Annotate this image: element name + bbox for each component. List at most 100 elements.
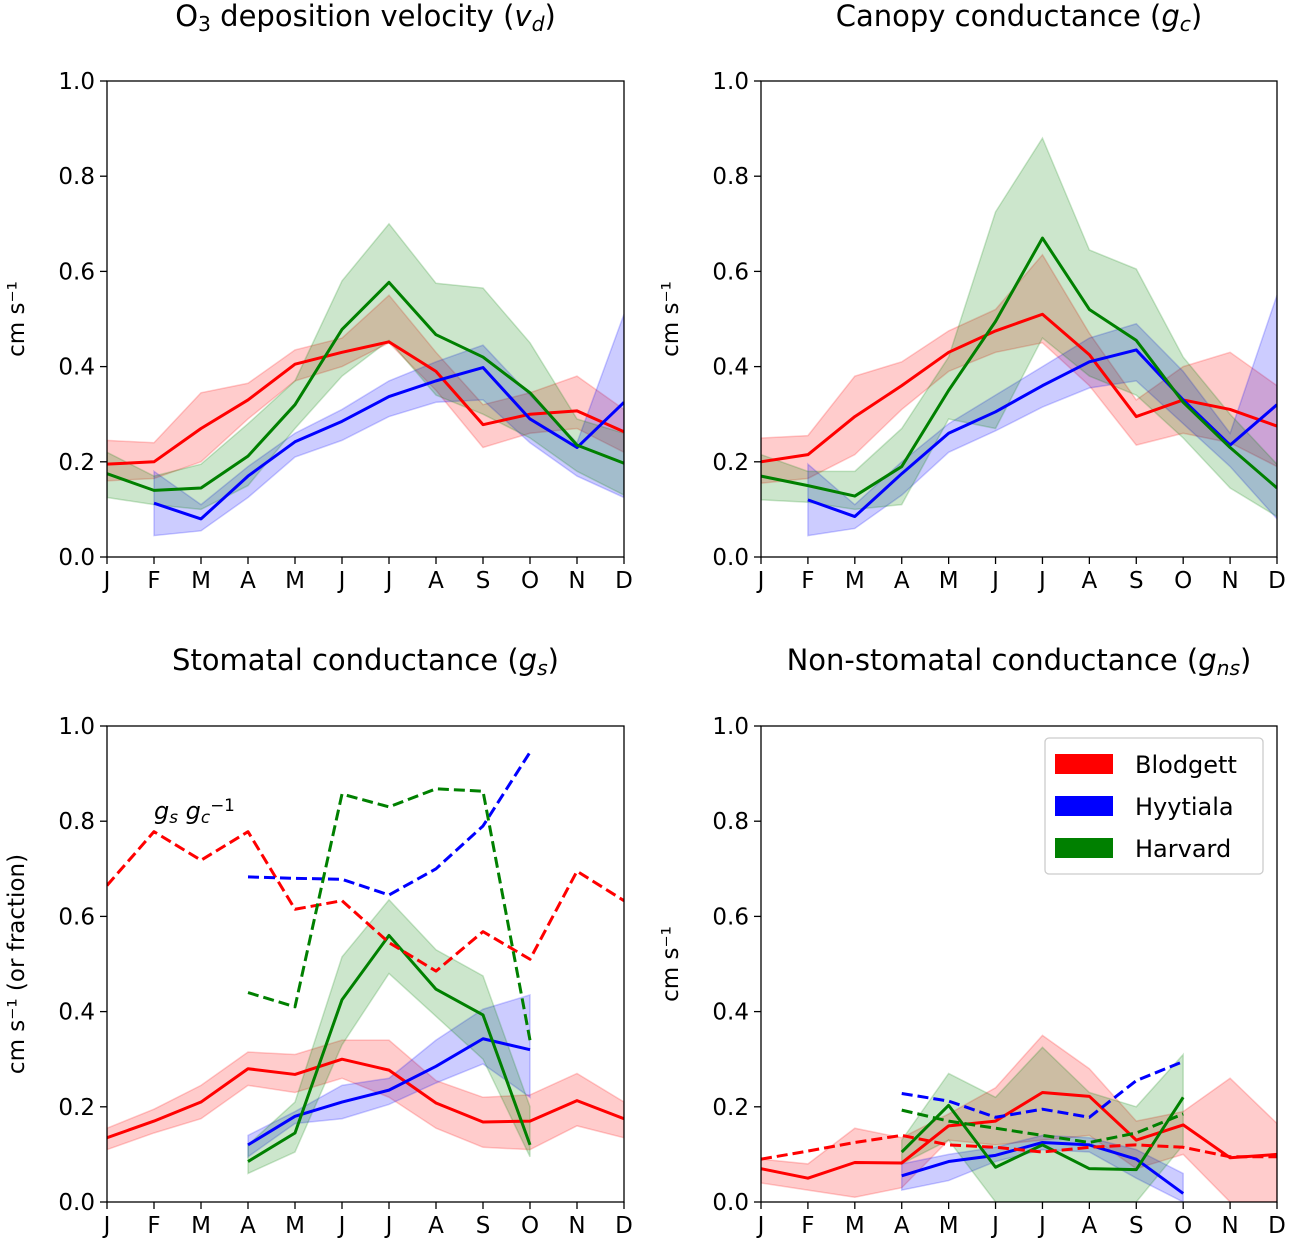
x-tick-label: N (568, 1213, 585, 1239)
text-segment: g (519, 643, 537, 677)
x-tick-label: O (521, 1213, 539, 1239)
x-tick-label: A (894, 1213, 910, 1239)
text-segment: c (201, 807, 210, 827)
x-tick-label: A (428, 1213, 444, 1239)
band-blodgett (761, 253, 1277, 484)
x-tick-label: J (756, 568, 765, 594)
x-tick-label: M (939, 1213, 959, 1239)
x-tick-label: F (801, 1213, 814, 1239)
text-segment: 3 (198, 12, 211, 36)
x-tick-label: O (521, 568, 539, 594)
y-tick-label: 0.0 (712, 545, 749, 571)
x-tick-label: J (1037, 568, 1046, 594)
band-hyytiala (153, 313, 624, 537)
x-tick-label: J (102, 1213, 111, 1239)
x-tick-label: F (801, 568, 814, 594)
y-tick-label: 0.4 (58, 1000, 95, 1026)
plot-area (761, 1034, 1277, 1202)
y-axis-label: cm s⁻¹ (or fraction) (4, 854, 30, 1074)
x-tick-label: D (1268, 1213, 1286, 1239)
panel-title: Stomatal conductance (gs) (172, 643, 559, 680)
x-tick-label: M (845, 1213, 865, 1239)
text-segment: c (1180, 12, 1191, 36)
band-blodgett (107, 294, 624, 482)
x-tick-label: J (384, 1213, 393, 1239)
x-tick-label: F (147, 568, 160, 594)
axes-frame (106, 725, 625, 1203)
x-tick-label: D (615, 1213, 633, 1239)
line-harvard-solid (247, 933, 532, 1163)
panel-1: J F M A M J J A S O N D0.00.20.40.60.81.0cm s⁻¹O3 d… (4, 0, 633, 594)
y-axis-label: cm s⁻¹ (658, 926, 684, 1002)
axes-frame (760, 725, 1278, 1203)
x-tick-label: N (1221, 1213, 1238, 1239)
y-tick-label: 0.2 (712, 450, 749, 476)
y-tick-label: 0.6 (58, 259, 95, 285)
x-tick-label: M (939, 568, 959, 594)
x-tick-label: D (615, 568, 633, 594)
y-tick-label: 1.0 (58, 69, 95, 95)
line-hyytiala-solid (247, 1037, 531, 1147)
line-harvard-dashed (247, 787, 532, 1041)
plot-area (761, 136, 1277, 537)
line-blodgett-dashed (107, 830, 624, 973)
panel-4: J F M A M J J A S O N D 0.0 0.2 0.4 0.6 0.8 1.0 cm s⁻¹ Non-… (658, 643, 1286, 1239)
x-tick-label: J (102, 568, 111, 594)
x-tick-label: J (990, 1213, 999, 1239)
text-segment: Non-stomatal conductance ( (787, 643, 1199, 677)
line-hyytiala-solid (807, 348, 1277, 519)
annotation: gs gc−1 (154, 795, 235, 828)
panel-2: J F M A M J J A S O N D 0.0 0.2 0.4 0.6 0.8 1.0 cm s⁻¹ Cano… (658, 0, 1286, 594)
y-axis-label: cm s⁻¹ (4, 281, 30, 357)
legend-label-hyytiala: Hyytiala (1135, 793, 1234, 821)
axes-frame (760, 80, 1278, 558)
band-harvard (761, 136, 1277, 518)
band-harvard (107, 222, 624, 511)
x-tick-label: S (1129, 568, 1144, 594)
y-tick-label: 0.8 (58, 809, 95, 835)
legend-swatch-hyytiala (1055, 796, 1113, 816)
x-tick-label: J (337, 1213, 346, 1239)
panel-title: O3 deposition velocity (vd) (175, 0, 556, 36)
text-segment: v (514, 0, 532, 33)
line-blodgett-dashed (761, 1133, 1277, 1161)
band-hyytiala (807, 294, 1277, 537)
text-segment: O (175, 0, 198, 33)
panel-title: Canopy conductance (gc) (836, 0, 1202, 36)
x-tick-label: O (1174, 568, 1192, 594)
x-tick-label: A (1081, 1213, 1097, 1239)
text-segment: s (169, 807, 178, 827)
x-tick-label: F (147, 1213, 160, 1239)
plot-area (107, 222, 624, 537)
text-segment: ) (1191, 0, 1202, 33)
x-tick-label: S (476, 568, 491, 594)
y-tick-label: 0.4 (712, 1000, 749, 1026)
line-hyytiala-solid (153, 366, 624, 521)
y-tick-label: 1.0 (58, 714, 95, 740)
line-hyytiala-solid (901, 1141, 1185, 1195)
x-tick-label: O (1174, 1213, 1192, 1239)
plot-area (107, 751, 624, 1175)
y-tick-label: 0.2 (58, 450, 95, 476)
x-tick-label: M (845, 568, 865, 594)
x-tick-label: J (384, 568, 393, 594)
y-tick-label: 0.6 (712, 904, 749, 930)
x-tick-label: A (428, 568, 444, 594)
y-tick-label: 0.8 (58, 164, 95, 190)
text-segment: −1 (210, 795, 235, 815)
text-segment: g (178, 797, 201, 825)
y-tick-label: 1.0 (712, 714, 749, 740)
x-tick-label: J (990, 568, 999, 594)
x-tick-label: D (1268, 568, 1286, 594)
text-segment: Canopy conductance ( (836, 0, 1162, 33)
y-tick-label: 0.6 (712, 259, 749, 285)
x-tick-label: M (285, 1213, 305, 1239)
legend-swatch-harvard (1055, 838, 1113, 858)
line-blodgett-solid (761, 312, 1277, 464)
text-segment: d (532, 12, 545, 36)
x-tick-label: A (1081, 568, 1097, 594)
y-tick-label: 0.2 (58, 1095, 95, 1121)
x-tick-label: J (337, 568, 346, 594)
text-segment: deposition velocity ( (211, 0, 514, 33)
